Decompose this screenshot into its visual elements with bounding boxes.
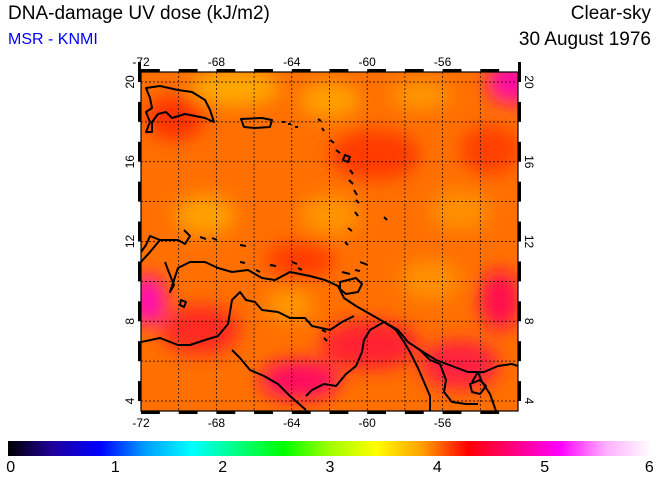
border-tick (138, 101, 141, 122)
lat-tick-label: 8 (522, 318, 536, 325)
border-tick (138, 301, 141, 322)
coastlines (141, 85, 518, 411)
border-tick (138, 62, 141, 82)
border-tick (367, 411, 387, 414)
lat-tick-label: 20 (522, 75, 536, 89)
sky-condition: Clear-sky (570, 3, 651, 24)
border-tick (178, 411, 198, 414)
border-tick (518, 141, 521, 162)
border-tick (442, 411, 462, 414)
border-tick (141, 69, 160, 72)
border-tick (291, 411, 311, 414)
coast-small-features (239, 261, 328, 342)
border-tick (216, 411, 236, 414)
lon-labels-bottom: -72 -68 -64 -60 -56 (132, 416, 451, 430)
lat-tick-label: 12 (522, 235, 536, 249)
coast-puerto-rico (240, 117, 273, 129)
colorbar-label: 6 (644, 459, 654, 476)
coast-tobago (359, 261, 369, 266)
coast-south-america-north (141, 229, 518, 373)
map-credit: MSR - KNMI (8, 31, 98, 48)
border-tick (480, 69, 500, 72)
border-tick (367, 69, 387, 72)
border-tick (480, 411, 500, 414)
border-tick (291, 69, 311, 72)
border-tick (518, 301, 521, 322)
lat-labels-left: 4 8 12 16 20 (123, 75, 137, 404)
border-tick (254, 411, 273, 414)
lon-tick-label: -72 (132, 416, 150, 430)
coast-hispaniola (145, 85, 215, 133)
border-tick (138, 341, 141, 362)
border-tick (518, 261, 521, 282)
lat-tick-label: 8 (123, 318, 137, 325)
lon-tick-label: -64 (283, 416, 301, 430)
border-tick (518, 221, 521, 242)
border-tick (442, 69, 462, 72)
coast-virgin-islands (282, 121, 298, 128)
coast-abc-islands (199, 236, 361, 275)
border-tick (138, 381, 141, 402)
lat-tick-label: 4 (123, 397, 137, 404)
border-tick (178, 69, 198, 72)
lon-tick-label: -60 (359, 416, 377, 430)
border-tick (518, 62, 521, 82)
colorbar-label: 3 (325, 459, 335, 476)
border-tick (216, 69, 236, 72)
lon-tick-label: -60 (359, 55, 377, 69)
colorbar-label: 2 (218, 459, 228, 476)
border-tick (404, 69, 424, 72)
border-ticks (138, 62, 521, 414)
lon-tick-label: -72 (132, 55, 150, 69)
lon-tick-label: -68 (208, 416, 226, 430)
lon-labels-top: -72 -68 -64 -60 -56 (132, 55, 451, 69)
uv-dose-map: -72 -68 -64 -60 -56 -72 -68 -64 -60 -56 4 8 12 16 20… (123, 55, 536, 430)
border-tick (518, 181, 521, 202)
lat-tick-label: 4 (522, 398, 536, 405)
lat-tick-label: 12 (123, 235, 137, 249)
coast-lake (179, 299, 187, 308)
border-tick (329, 69, 349, 72)
lat-tick-label: 16 (123, 155, 137, 169)
coast-lesser-antilles (317, 118, 388, 246)
border-tick (138, 261, 141, 282)
border-tick (138, 181, 141, 202)
colorbar-gradient (8, 441, 652, 456)
border-tick (138, 141, 141, 162)
lat-labels-right: 4 8 12 16 20 (522, 75, 536, 404)
border-tick (518, 341, 521, 362)
border-tick (404, 411, 424, 414)
lon-tick-label: -56 (434, 55, 452, 69)
border-tick (518, 381, 521, 402)
lat-tick-label: 20 (123, 75, 137, 89)
map-title: DNA-damage UV dose (kJ/m2) (8, 3, 270, 24)
border-tick (141, 411, 160, 414)
lat-tick-label: 16 (522, 155, 536, 169)
colorbar-label: 4 (432, 459, 442, 476)
colorbar-label: 5 (540, 459, 550, 476)
lon-tick-label: -68 (208, 55, 226, 69)
lon-tick-label: -64 (283, 55, 301, 69)
lon-tick-label: -56 (434, 416, 452, 430)
border-tick (138, 221, 141, 242)
map-date: 30 August 1976 (518, 29, 651, 50)
colorbar-label: 1 (110, 459, 120, 476)
colorbar (8, 441, 652, 456)
coast-lake-guiana (469, 379, 487, 395)
uv-field (141, 72, 518, 411)
border-tick (254, 69, 273, 72)
border-tick (329, 411, 349, 414)
border-tick (518, 101, 521, 122)
colorbar-label: 0 (6, 459, 16, 476)
borders-interior (141, 291, 497, 411)
